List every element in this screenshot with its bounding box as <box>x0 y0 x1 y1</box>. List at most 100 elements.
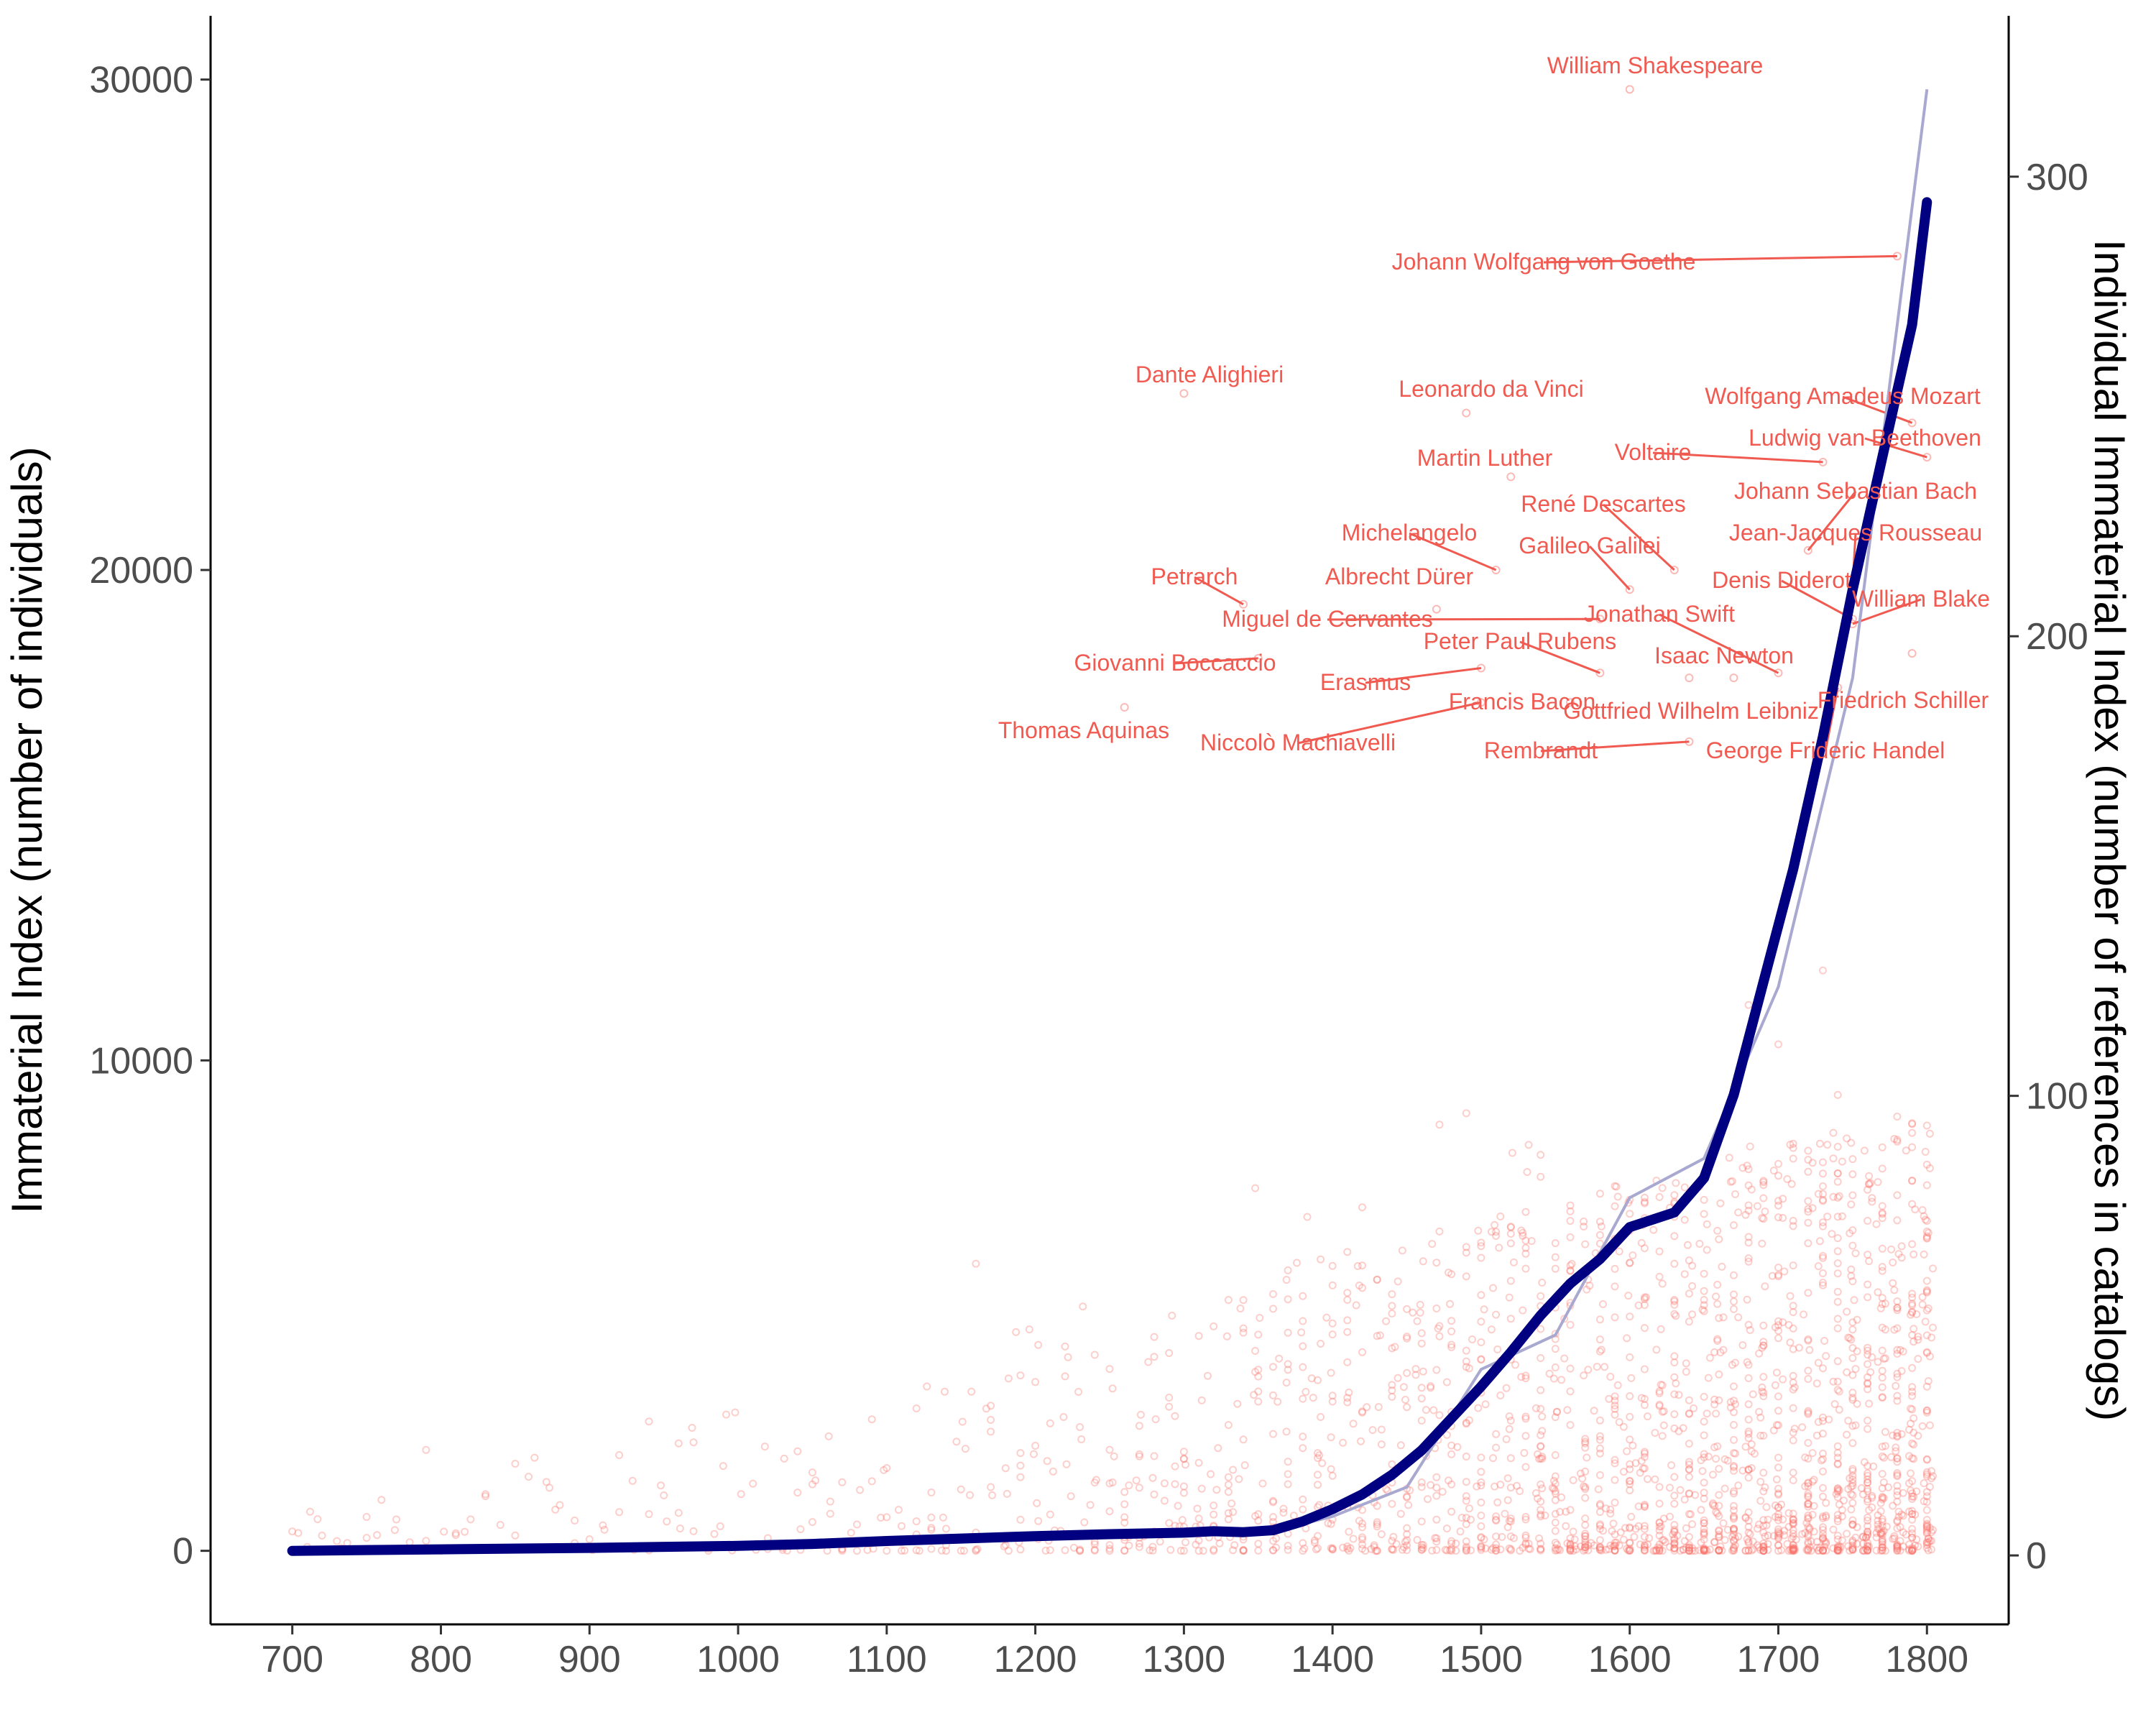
scatter-point <box>1388 1302 1396 1310</box>
scatter-point <box>1850 1296 1858 1305</box>
scatter-point <box>1709 1499 1717 1507</box>
scatter-point <box>1416 1308 1424 1317</box>
scatter-point <box>1556 1508 1564 1516</box>
scatter-point <box>1314 1449 1322 1458</box>
scatter-point <box>1605 1394 1613 1403</box>
scatter-point <box>1585 1282 1594 1290</box>
scatter-point <box>1302 1388 1310 1396</box>
scatter-point <box>1179 1455 1188 1463</box>
y2-tick-label: 200 <box>2026 616 2088 658</box>
scatter-point <box>1925 1483 1934 1491</box>
scatter-point <box>1566 1534 1575 1542</box>
scatter-point <box>1730 1524 1738 1533</box>
scatter-point <box>1749 1545 1757 1553</box>
scatter-point <box>1899 1512 1907 1520</box>
scatter-point <box>1535 1455 1544 1463</box>
scatter-point <box>1894 1507 1903 1516</box>
scatter-point <box>1580 1223 1588 1230</box>
scatter-point <box>1327 1433 1335 1442</box>
scatter-point <box>1447 1327 1456 1335</box>
scatter-point <box>1489 1544 1497 1552</box>
scatter-point <box>1829 1544 1838 1552</box>
scatter-point <box>1447 1343 1456 1351</box>
scatter-point <box>1551 1413 1560 1422</box>
scatter-point <box>1893 1137 1902 1146</box>
scatter-point <box>333 1537 341 1545</box>
scatter-point <box>1908 1307 1917 1316</box>
scatter-point <box>1611 1538 1619 1547</box>
scatter-point <box>1700 1489 1708 1497</box>
scatter-point <box>1805 1542 1814 1551</box>
scatter-point <box>1730 1506 1738 1514</box>
scatter-point <box>1659 1407 1668 1415</box>
scatter-point <box>1743 1358 1751 1366</box>
scatter-point <box>1355 1517 1363 1525</box>
scatter-point <box>1879 1354 1888 1363</box>
scatter-point <box>1435 1227 1444 1236</box>
scatter-point <box>1789 1515 1797 1524</box>
scatter-point <box>1774 1334 1782 1343</box>
scatter-point <box>957 1547 965 1555</box>
scatter-point <box>1819 1364 1827 1373</box>
scatter-point <box>1847 1265 1856 1274</box>
scatter-point <box>1922 1234 1931 1243</box>
scatter-point <box>1730 1463 1738 1471</box>
scatter-point <box>1893 1373 1902 1381</box>
scatter-point <box>1774 1531 1782 1540</box>
scatter-point <box>1812 1543 1821 1552</box>
x-tick-label: 1500 <box>1439 1639 1523 1680</box>
scatter-point <box>1847 1482 1856 1491</box>
scatter-point <box>1059 1413 1068 1421</box>
scatter-point <box>1878 1537 1886 1545</box>
scatter-point <box>1858 1490 1867 1499</box>
scatter-point <box>1804 1545 1812 1553</box>
scatter-point <box>1848 1499 1857 1507</box>
scatter-point <box>1687 1510 1695 1519</box>
scatter-point <box>1848 1543 1857 1552</box>
scatter-point <box>1819 1281 1827 1289</box>
scatter-point <box>1080 1518 1089 1527</box>
scatter-point <box>1299 1317 1307 1325</box>
scatter-point <box>1441 1545 1450 1554</box>
scatter-point <box>1537 1404 1545 1413</box>
scatter-point <box>1876 1547 1885 1555</box>
scatter-point <box>1623 1545 1631 1553</box>
scatter-point <box>1642 1293 1650 1302</box>
scatter-point <box>1251 1184 1260 1192</box>
scatter-point <box>1670 1527 1679 1536</box>
scatter-point <box>1731 1358 1739 1367</box>
scatter-point <box>912 1546 921 1555</box>
scatter-point <box>1920 1497 1928 1506</box>
scatter-point <box>1843 1134 1851 1143</box>
scatter-point <box>1435 1332 1444 1340</box>
scatter-point <box>1819 1417 1827 1425</box>
scatter-point <box>1314 1481 1322 1489</box>
scatter-point <box>1838 1212 1846 1220</box>
scatter-point <box>1774 1453 1782 1462</box>
scatter-point <box>1908 1301 1917 1310</box>
scatter-point <box>898 1522 906 1530</box>
scatter-point <box>952 1438 961 1446</box>
scatter-point <box>1674 1427 1683 1435</box>
scatter-point <box>1896 1537 1904 1545</box>
scatter-point <box>1521 1540 1530 1549</box>
scatter-point <box>1634 1522 1643 1530</box>
scatter-point <box>1897 1367 1906 1375</box>
scatter-point <box>1611 1264 1619 1273</box>
scatter-point <box>1771 1513 1779 1521</box>
scatter-point <box>1373 1501 1381 1510</box>
scatter-point <box>1833 1287 1842 1296</box>
scatter-point <box>1462 1545 1470 1552</box>
scatter-point <box>1652 1346 1661 1354</box>
scatter-point <box>1893 1369 1902 1378</box>
scatter-point <box>1749 1390 1757 1399</box>
scatter-point <box>1581 1514 1590 1523</box>
scatter-point <box>1447 1450 1456 1458</box>
scatter-point <box>1551 1239 1560 1248</box>
scatter-point <box>1865 1399 1874 1408</box>
scatter-point <box>1893 1432 1902 1441</box>
scatter-point <box>1506 1315 1515 1323</box>
scatter-point <box>390 1526 399 1535</box>
scatter-point <box>1537 1354 1545 1362</box>
label-leader-lines <box>1174 254 1927 753</box>
